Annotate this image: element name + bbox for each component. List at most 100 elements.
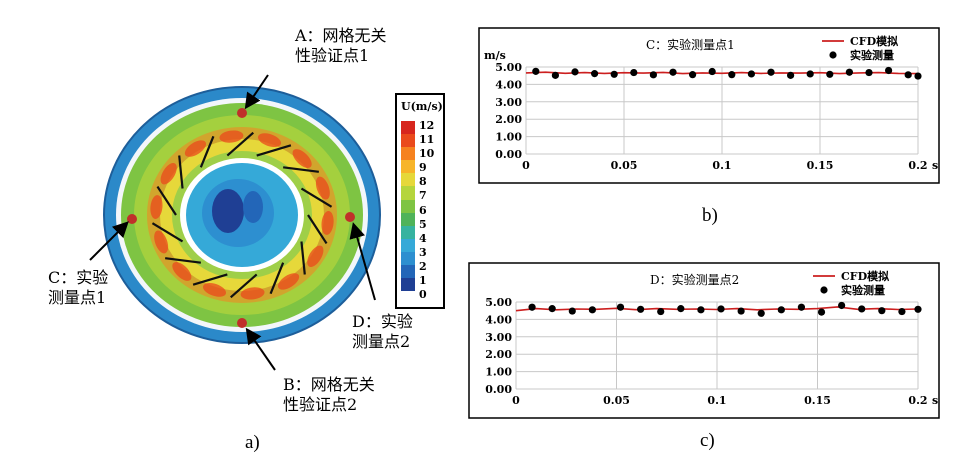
chart-frame [468,262,940,419]
callout-d-line1: D：实验 [352,312,413,331]
colorbar-swatch [401,278,415,292]
y-tick-label: 3.00 [485,331,512,344]
guide-vane [192,273,228,286]
data-point [817,308,826,316]
y-tick-label: 0.00 [485,383,512,396]
guide-vane [256,144,292,157]
data-point [914,305,922,313]
guide-vane [226,131,255,157]
data-point [591,70,599,78]
data-point [568,307,576,315]
point-c-marker [127,214,137,224]
data-point [697,306,705,314]
point-b-marker [237,318,247,328]
data-point [616,303,625,311]
data-point [767,68,775,76]
guide-vane [307,214,328,245]
callout-b-line2: 性验证点2 [283,395,358,414]
y-tick-label: 4.00 [495,78,522,91]
data-point [898,307,906,316]
colorbar-tick: 4 [419,231,427,245]
callout-d-line2: 测量点2 [352,332,411,351]
data-point [528,303,536,311]
data-point [826,70,834,78]
x-tick-label: 0.15 [804,394,831,407]
velocity-contour-plot [103,86,381,344]
colorbar-tick: 2 [419,259,427,273]
colorbar-tick: 3 [419,245,427,259]
data-point [717,305,725,313]
hotspot [257,133,282,148]
colorbar-swatch [401,134,415,148]
x-axis-label: s [932,394,938,407]
guide-vane [199,135,215,168]
guide-vane [300,241,306,275]
hotspot [307,245,324,267]
colorbar-swatches [401,121,415,292]
arrow-c [89,221,129,261]
data-point [610,70,618,78]
colorbar-box: U(m/s) 12 11 10 9 8 7 6 5 4 3 2 1 0 [395,93,445,309]
hotspot [292,149,312,168]
data-point [885,66,893,75]
colorbar-tick: 6 [419,203,427,217]
point-a-marker [237,108,247,118]
legend-point-swatch [820,286,828,294]
y-axis-label: m/s [484,49,506,62]
legend-point-swatch [829,51,837,59]
colorbar-tick: 1 [419,274,427,288]
hotspot [277,273,300,290]
data-point [689,71,697,79]
chart-title: C：实验测量点1 [646,37,735,52]
data-point [637,305,645,313]
data-point [657,307,665,316]
hotspot [219,130,244,143]
callout-c: C：实验 测量点1 [48,268,108,308]
data-point [588,306,596,314]
data-point [630,68,638,77]
data-point [845,68,853,76]
y-tick-label: 2.00 [495,113,522,126]
colorbar-ticks: 12 11 10 9 8 7 6 5 4 3 2 1 0 [419,119,434,302]
data-point [838,301,846,310]
guide-vane [300,187,333,208]
guide-vane [151,222,184,243]
hotspot [172,262,192,281]
y-tick-label: 5.00 [485,296,512,309]
callout-b: B：网格无关 性验证点2 [283,375,375,415]
colorbar-swatch [401,212,415,226]
chart-c: 5.00 4.00 3.00 2.00 1.00 0.000 0.05 0.1 0.15 0.2 s… [468,262,940,419]
callout-c-line2: 测量点1 [48,288,107,307]
data-point [728,71,736,79]
callout-d: D：实验 测量点2 [352,312,413,352]
colorbar-tick: 5 [419,217,427,231]
data-point [551,71,559,79]
data-point [787,71,795,79]
data-point [669,68,677,76]
x-tick-label: 0 [522,159,530,172]
data-point [914,72,922,80]
colorbar-tick: 0 [419,288,427,302]
arrow-a [244,74,269,110]
guide-vane [165,257,201,264]
chart-b: 5.00 4.00 3.00 2.00 1.00 0.000 0.05 0.1 0.15 0.2 s… [478,27,940,184]
data-point [797,303,806,311]
y-tick-label: 4.00 [485,313,512,326]
callout-c-line1: C：实验 [48,268,109,287]
caption-a: a) [245,432,260,453]
data-point [777,306,785,314]
callout-a: A：网格无关 性验证点1 [295,26,387,66]
colorbar-swatch [401,199,415,213]
colorbar-tick: 8 [419,175,427,189]
data-point [858,305,866,313]
hotspot [240,287,265,300]
x-tick-label: 0 [512,394,520,407]
callout-a-line1: A：网格无关 [295,26,387,45]
x-axis-label: s [932,159,938,172]
colorbar-tick: 7 [419,189,427,203]
x-tick-label: 0.15 [807,159,834,172]
x-tick-label: 0.1 [712,159,731,172]
colorbar-swatch [401,186,415,200]
x-tick-label: 0.1 [707,394,726,407]
